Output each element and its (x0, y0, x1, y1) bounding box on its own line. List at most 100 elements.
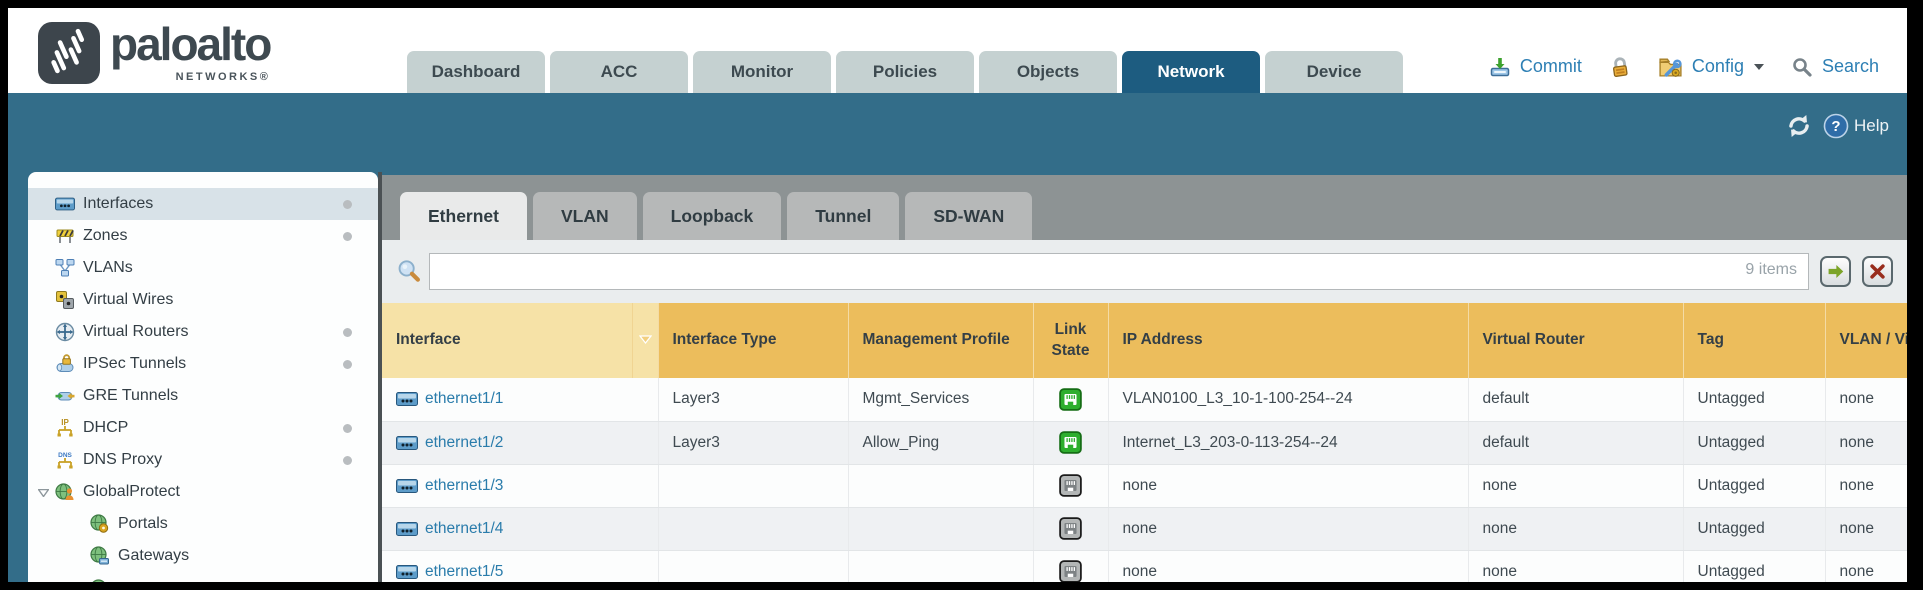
sidebar-item-globalprotect[interactable]: GlobalProtect (28, 476, 378, 508)
cell-mgmt (847, 464, 1033, 508)
commit-button[interactable]: Commit (1519, 56, 1582, 76)
network-sidebar: Interfaces Zones (28, 172, 378, 582)
sidebar-item-zones[interactable]: Zones (28, 220, 378, 252)
nav-tab-network[interactable]: Network (1122, 51, 1260, 93)
cell-ip: none (1107, 550, 1468, 582)
sidebar-item-gateways[interactable]: Gateways (28, 540, 378, 572)
config-icon[interactable] (1658, 54, 1683, 79)
status-dot (343, 456, 352, 465)
cell-vr: none (1467, 464, 1683, 508)
cell-vr: default (1467, 421, 1683, 465)
tab-tunnel[interactable]: Tunnel (787, 192, 900, 240)
nav-tab-acc[interactable]: ACC (550, 51, 688, 93)
help-label[interactable]: Help (1854, 116, 1889, 135)
sidebar-item-partial[interactable] (28, 572, 378, 582)
nav-tab-dashboard[interactable]: Dashboard (407, 51, 545, 93)
interface-link[interactable]: ethernet1/4 (425, 519, 504, 537)
sidebar-item-portals[interactable]: Portals (28, 508, 378, 540)
search-icon[interactable] (1791, 56, 1813, 78)
sidebar-item-label: Virtual Routers (83, 323, 189, 340)
brand-wordmark: paloalto (110, 18, 272, 70)
ipsec-tunnels-icon (56, 354, 74, 372)
interfaces-table: Interface Interface Type Management Prof… (382, 303, 1907, 582)
interface-link[interactable]: ethernet1/5 (425, 562, 504, 580)
vlans-icon (55, 259, 75, 277)
panel-splitter[interactable] (378, 172, 382, 582)
tab-vlan[interactable]: VLAN (532, 192, 637, 240)
gre-tunnels-icon (55, 392, 75, 401)
table-row: ethernet1/5 none none Untagged none (382, 550, 1907, 582)
clear-filter-button[interactable] (1862, 256, 1893, 287)
sidebar-item-label: Zones (83, 227, 128, 244)
sidebar-item-label: DNS Proxy (83, 451, 163, 468)
link-down-icon (1059, 560, 1082, 582)
help-icon[interactable]: ? (1823, 113, 1849, 139)
sidebar-item-vlans[interactable]: VLANs (28, 252, 378, 284)
cell-tag: Untagged (1682, 378, 1825, 422)
status-dot (343, 232, 352, 241)
col-interface[interactable]: Interface (382, 303, 632, 378)
filter-bar: 9 items (382, 240, 1907, 303)
cell-vr: none (1467, 507, 1683, 551)
col-link-state[interactable]: Link State (1032, 303, 1108, 378)
status-dot (343, 328, 352, 337)
table-row: ethernet1/1 Layer3 Mgmt_Services VLAN010… (382, 378, 1907, 422)
sidebar-item-ipsec-tunnels[interactable]: IPSec Tunnels (28, 348, 378, 380)
nav-tab-monitor[interactable]: Monitor (693, 51, 831, 93)
cell-link-state (1032, 378, 1108, 422)
cell-link-state (1032, 550, 1108, 582)
svg-text:DNS: DNS (58, 452, 72, 459)
link-down-icon (1059, 517, 1082, 540)
refresh-icon[interactable] (1784, 112, 1814, 140)
interface-link[interactable]: ethernet1/2 (425, 433, 504, 451)
globe-icon (92, 579, 105, 582)
lock-icon[interactable] (1608, 55, 1632, 79)
cell-tag: Untagged (1682, 421, 1825, 465)
tab-ethernet[interactable]: Ethernet (400, 192, 527, 240)
sidebar-item-gre-tunnels[interactable]: GRE Tunnels (28, 380, 378, 412)
col-virtual-router[interactable]: Virtual Router (1467, 303, 1683, 378)
sidebar-item-label: IPSec Tunnels (83, 355, 187, 372)
sidebar-item-label: Virtual Wires (83, 291, 174, 308)
apply-filter-button[interactable] (1820, 256, 1851, 287)
tab-sdwan[interactable]: SD-WAN (905, 192, 1033, 240)
col-tag[interactable]: Tag (1682, 303, 1825, 378)
col-mgmt-profile[interactable]: Management Profile (847, 303, 1033, 378)
sidebar-item-dhcp[interactable]: IP DHCP (28, 412, 378, 444)
cell-type (657, 464, 848, 508)
cell-vlan: none (1824, 378, 1907, 422)
cell-vr: none (1467, 550, 1683, 582)
chevron-down-icon[interactable] (1753, 63, 1765, 71)
config-button[interactable]: Config (1691, 56, 1744, 76)
expand-triangle-icon[interactable] (38, 489, 49, 497)
sidebar-item-virtual-routers[interactable]: Virtual Routers (28, 316, 378, 348)
sidebar-item-dns-proxy[interactable]: DNS DNS Proxy (28, 444, 378, 476)
nav-tab-device[interactable]: Device (1265, 51, 1403, 93)
sidebar-item-virtual-wires[interactable]: Virtual Wires (28, 284, 378, 316)
dns-proxy-icon: DNS (57, 452, 73, 469)
commit-icon[interactable] (1489, 56, 1511, 78)
col-ip-address[interactable]: IP Address (1107, 303, 1468, 378)
subtab-band: Ethernet VLAN Loopback Tunnel SD-WAN (382, 175, 1907, 240)
col-vlan-wire[interactable]: VLAN / Virtual Wire (1824, 303, 1907, 378)
nav-tab-objects[interactable]: Objects (979, 51, 1117, 93)
main-nav: Dashboard ACC Monitor Policies Objects N… (407, 51, 1403, 93)
sidebar-item-interfaces[interactable]: Interfaces (28, 188, 378, 220)
nav-tab-policies[interactable]: Policies (836, 51, 974, 93)
col-interface-type[interactable]: Interface Type (657, 303, 848, 378)
cell-tag: Untagged (1682, 464, 1825, 508)
interface-link[interactable]: ethernet1/1 (425, 390, 504, 408)
tab-loopback[interactable]: Loopback (642, 192, 782, 240)
cell-vlan: none (1824, 464, 1907, 508)
red-x-icon (1870, 264, 1885, 279)
sort-dropdown-button[interactable] (631, 303, 658, 378)
search-button[interactable]: Search (1821, 56, 1879, 76)
status-dot (343, 424, 352, 433)
cell-type: Layer3 (657, 378, 848, 422)
interface-icon (396, 564, 418, 579)
table-row: ethernet1/4 none none Untagged none (382, 507, 1907, 551)
main-panel: Ethernet VLAN Loopback Tunnel SD-WAN 9 i… (382, 175, 1907, 582)
filter-input[interactable] (429, 253, 1809, 290)
interface-link[interactable]: ethernet1/3 (425, 476, 504, 494)
